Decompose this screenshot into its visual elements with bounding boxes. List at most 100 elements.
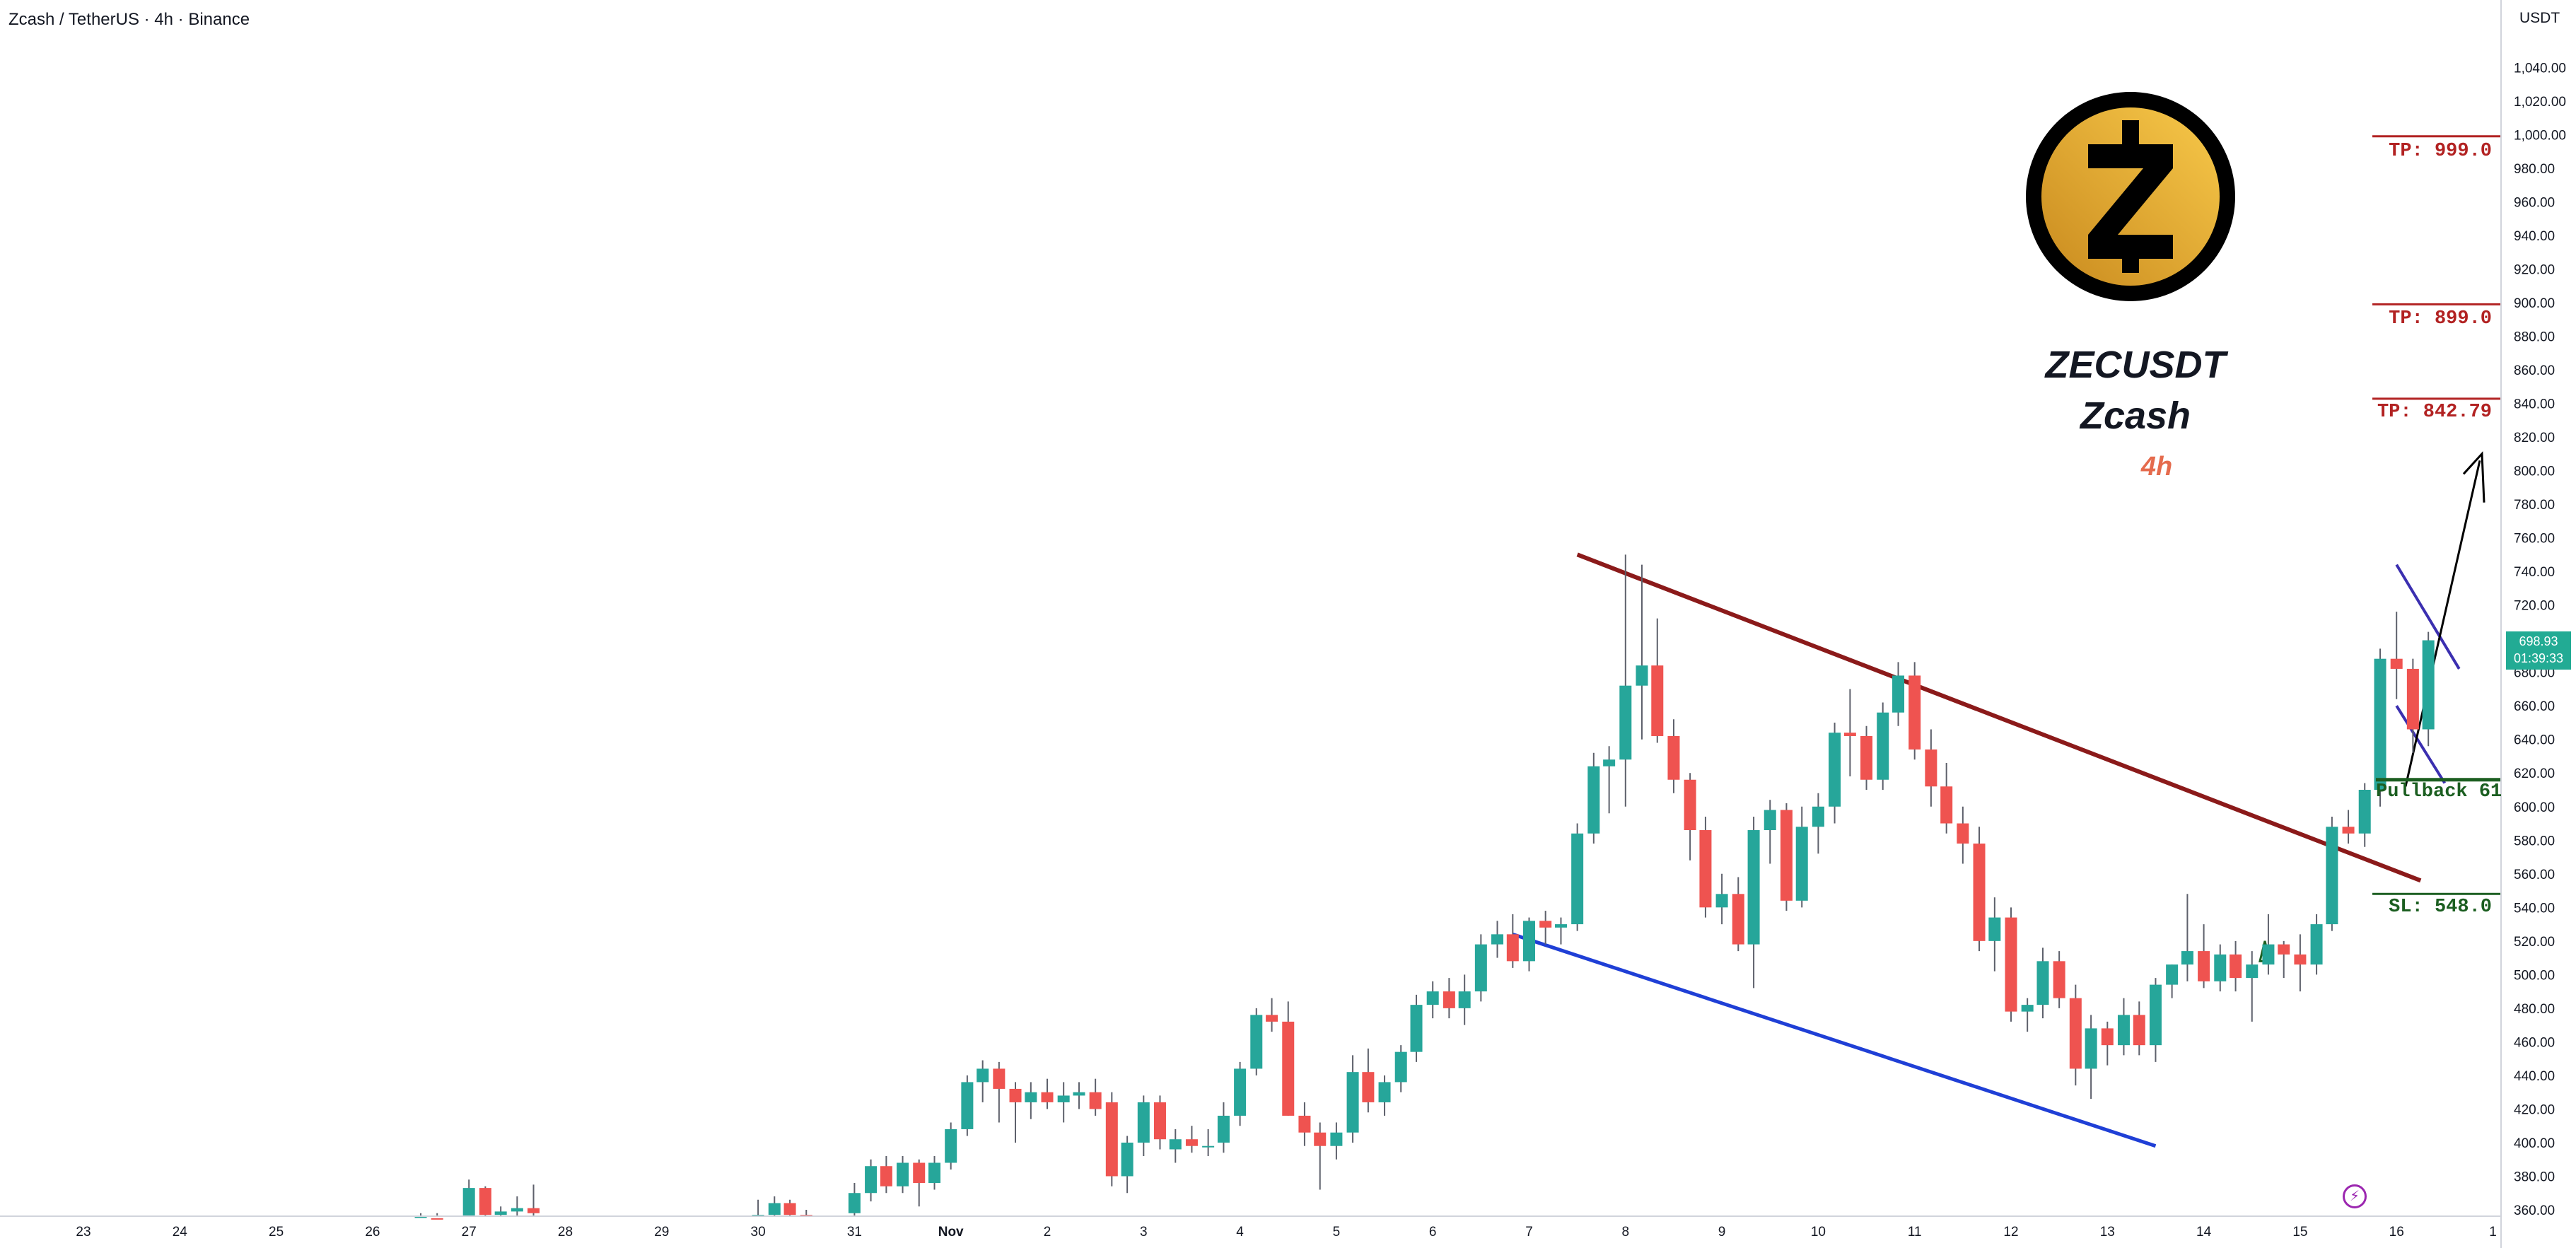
candle-body xyxy=(479,1188,491,1215)
candle-body xyxy=(1699,830,1712,908)
price-tick-label: 500.00 xyxy=(2514,968,2555,983)
time-tick-label: 27 xyxy=(462,1225,477,1240)
candle xyxy=(1667,719,1680,793)
candle xyxy=(1121,1136,1133,1194)
candle xyxy=(752,1199,764,1217)
candle xyxy=(2326,817,2338,931)
price-tick-label: 660.00 xyxy=(2514,699,2555,714)
candle xyxy=(1636,564,1648,740)
candle xyxy=(2214,944,2227,992)
candle-body xyxy=(1202,1145,1215,1148)
price-tick-label: 440.00 xyxy=(2514,1069,2555,1084)
candle xyxy=(1699,817,1712,918)
candle xyxy=(2342,810,2355,844)
time-tick-label: 12 xyxy=(2003,1225,2018,1240)
time-axis: 23 24 25 26 27 28 29 30 31 Nov 2 3 4 5 6 7 8 9 10 11 12 13 14 1… xyxy=(0,1215,2501,1240)
zcash-logo xyxy=(2026,92,2235,301)
symbol-header[interactable]: Zcash / TetherUS · 4h · Binance xyxy=(8,10,250,29)
candle xyxy=(1684,773,1696,861)
candle xyxy=(865,1159,878,1202)
candle xyxy=(1217,1102,1230,1153)
candle-body xyxy=(1667,735,1680,780)
candle-body xyxy=(977,1068,989,1083)
candle xyxy=(479,1186,491,1216)
candle xyxy=(1185,1126,1198,1153)
candle xyxy=(1025,1082,1037,1119)
price-tick-label: 920.00 xyxy=(2514,262,2555,277)
candle xyxy=(2133,1001,2145,1056)
time-tick-label: 7 xyxy=(1525,1225,1533,1240)
price-tick-label: 580.00 xyxy=(2514,834,2555,848)
time-tick-label: 3 xyxy=(1140,1225,1148,1240)
upper-trendline xyxy=(1576,552,2422,883)
candle xyxy=(1202,1129,1215,1156)
candle-body xyxy=(768,1203,781,1215)
time-tick-label: 14 xyxy=(2196,1225,2212,1240)
candle-body xyxy=(2166,964,2179,985)
candle xyxy=(880,1155,892,1194)
time-tick-label: 16 xyxy=(2389,1225,2404,1240)
candle-body xyxy=(1041,1092,1054,1102)
candle xyxy=(1506,914,1519,968)
candle xyxy=(1153,1095,1166,1150)
candle xyxy=(1234,1061,1247,1126)
candle xyxy=(1073,1082,1085,1109)
candle-body xyxy=(1684,779,1696,831)
price-scale-unit[interactable]: USDT xyxy=(2519,10,2560,26)
candle-body xyxy=(2053,961,2065,998)
candle xyxy=(1780,803,1793,911)
candle xyxy=(1426,981,1439,1019)
candle xyxy=(1860,725,1873,790)
candle-body xyxy=(1747,830,1760,945)
lightning-icon[interactable]: ⚡ xyxy=(2343,1184,2367,1208)
candle-body xyxy=(1137,1102,1150,1143)
candle xyxy=(1892,662,1905,726)
candle-body xyxy=(2101,1028,2114,1046)
logo-z-glyph xyxy=(2088,144,2173,259)
candle xyxy=(1041,1078,1054,1109)
price-axis: 360.00 380.00 400.00 420.00 440.00 460.00 480.… xyxy=(2500,0,2566,1248)
candle-body xyxy=(2149,984,2162,1046)
candle-body xyxy=(1539,921,1552,928)
time-tick-label: 24 xyxy=(173,1225,188,1240)
candle-body xyxy=(2294,954,2307,965)
candle xyxy=(1795,806,1808,908)
price-tick-label: 800.00 xyxy=(2514,465,2555,479)
candle-body xyxy=(1587,766,1600,834)
candle xyxy=(1169,1129,1182,1163)
candle xyxy=(1282,1001,1295,1116)
candle xyxy=(1554,917,1567,945)
candle xyxy=(1298,1102,1311,1146)
candle xyxy=(1346,1055,1359,1143)
price-tick-label: 1,040.00 xyxy=(2514,61,2566,76)
time-tick-label: 25 xyxy=(269,1225,284,1240)
candles-layer xyxy=(414,554,2435,1220)
candle-body xyxy=(1812,806,1824,827)
candle xyxy=(1105,1092,1118,1186)
price-tick-label: 640.00 xyxy=(2514,733,2555,748)
price-tick-label: 400.00 xyxy=(2514,1136,2555,1151)
candle-body xyxy=(1234,1068,1247,1116)
candle-body xyxy=(2374,658,2386,790)
projection-arrow xyxy=(2404,460,2481,787)
candle-body xyxy=(2133,1015,2145,1046)
title-symbol: ZECUSDT xyxy=(2045,344,2226,386)
candle xyxy=(897,1155,909,1194)
candle xyxy=(783,1199,796,1216)
candle-body xyxy=(2036,961,2049,1005)
candle xyxy=(1443,978,1455,1019)
candle-body xyxy=(1491,934,1504,945)
time-tick-label: 6 xyxy=(1429,1225,1437,1240)
candle xyxy=(2181,894,2193,981)
time-tick-label: 15 xyxy=(2292,1225,2307,1240)
price-tick-label: 900.00 xyxy=(2514,296,2555,311)
candle-body xyxy=(511,1208,523,1212)
candle-body xyxy=(1988,917,2001,941)
candle-body xyxy=(1250,1015,1263,1069)
time-tick-label: 23 xyxy=(76,1225,91,1240)
candle-body xyxy=(1554,924,1567,928)
candle-body xyxy=(1282,1021,1295,1116)
price-tick-label: 860.00 xyxy=(2514,363,2555,378)
candle-body xyxy=(1073,1092,1085,1096)
